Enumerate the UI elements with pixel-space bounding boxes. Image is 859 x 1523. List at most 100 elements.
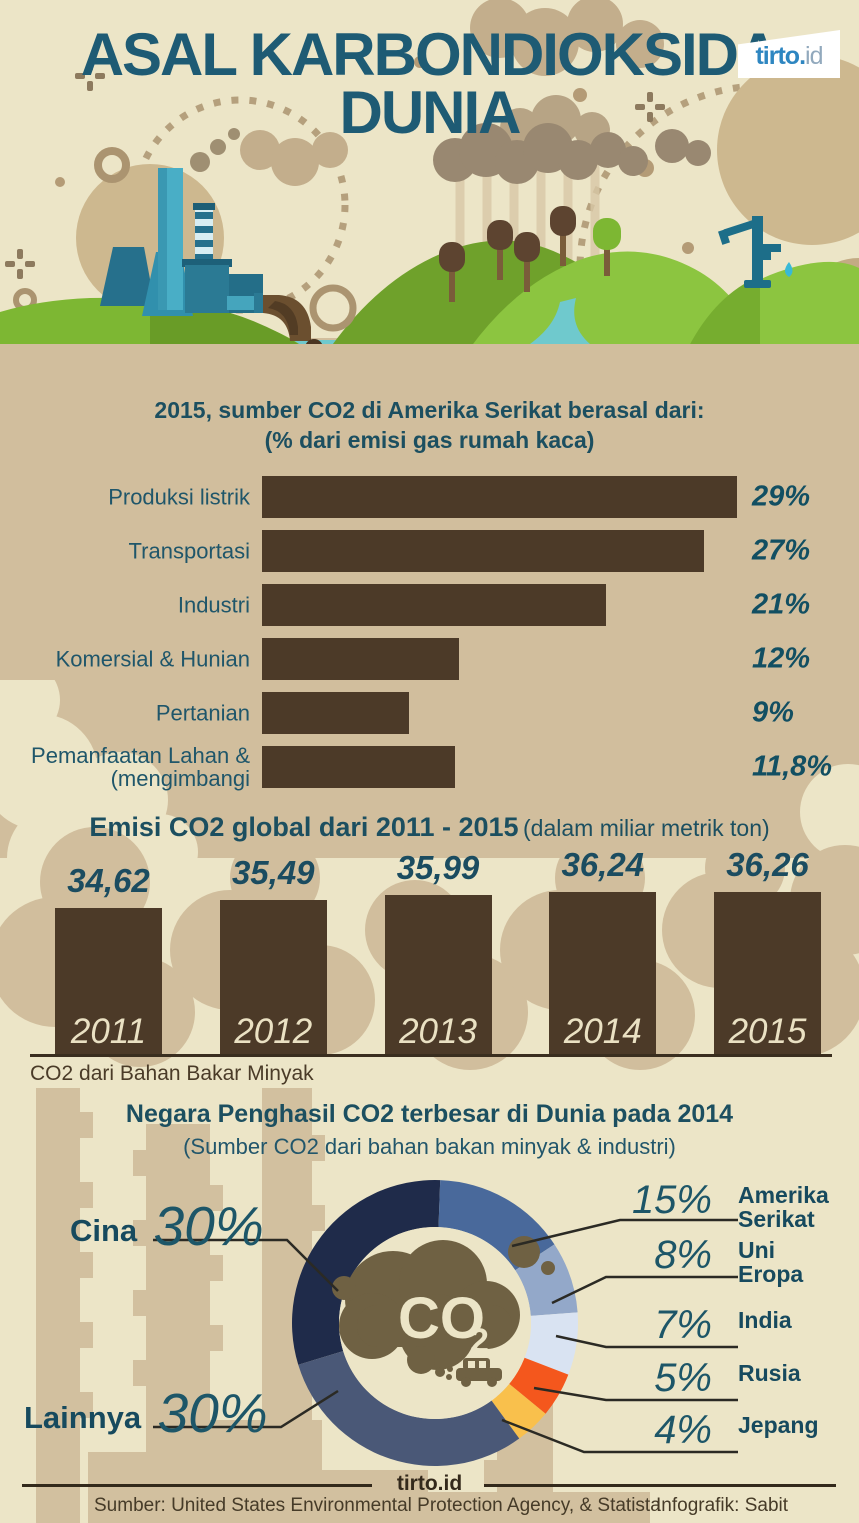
column-bar: 2015 [714,892,821,1055]
bar-value-label: 29% [752,480,811,513]
footer-brand: tirto.id [396,1472,463,1495]
donut-label-india: 7% India [592,1303,791,1348]
donut-label-rusia: 5% Rusia [592,1356,801,1401]
footer-rule-right [484,1484,836,1487]
bar-row: Pemanfaatan Lahan & (mengimbangi 11,8% [0,740,859,794]
donut-chart-subtitle: (Sumber CO2 dari bahan bakan minyak & in… [183,1134,676,1159]
segment-name: Amerika Serikat [738,1182,829,1233]
bar [262,637,459,680]
bar-value-label: 11,8% [752,750,833,783]
footer-rule-left [22,1484,372,1487]
global-chart-title: Emisi CO2 global dari 2011 - 2015 (dalam… [0,812,859,843]
donut-label-amerika-serikat: 15% Amerika Serikat [592,1178,829,1231]
segment-pct: 30% [153,1195,264,1257]
segment-name: Cina [70,1213,138,1248]
column: 36,24 2014 [549,846,657,1055]
bar-row: Pertanian 9% [0,686,859,740]
column: 35,49 2012 [219,854,327,1055]
column-value-label: 36,24 [561,846,645,883]
bar-value-label: 21% [752,588,811,621]
striped-chimney [193,203,215,270]
us-chart-title-line2: (% dari emisi gas rumah kaca) [264,426,595,453]
global-chart-title-bold: Emisi CO2 global dari 2011 - 2015 [89,812,519,842]
donut-segment-rusia [509,1357,569,1414]
global-bar-columns: 34,62 2011 35,49 2012 35,99 2013 36,24 2014 36,2… [55,846,821,1055]
segment-pct: 15% [631,1178,712,1222]
donut-label-lainnya: Lainnya 30% [24,1377,268,1444]
donut-center-sub: 2 [470,1322,489,1360]
column-bar: 2014 [549,892,657,1055]
bar-label: Industri [177,592,250,618]
donut-label-cina: Cina 30% [70,1190,264,1257]
donut-chart-title: Negara Penghasil CO2 terbesar di Dunia p… [125,1100,734,1128]
bar [262,691,409,734]
us-chart-title: 2015, sumber CO2 di Amerika Serikat bera… [0,396,859,456]
column-bar: 2011 [55,908,162,1055]
rain-clouds [433,95,711,320]
segment-name: Rusia [738,1360,801,1386]
us-co2-sources-chart: 2015, sumber CO2 di Amerika Serikat bera… [0,396,859,794]
segment-name: Jepang [738,1412,819,1438]
column-value-label: 35,99 [396,849,480,886]
car-icon [441,1358,502,1387]
donut-segments [291,1180,578,1466]
segment-name: Lainnya [24,1400,142,1435]
bar-row: Transportasi 27% [0,524,859,578]
donut-segment-cina [291,1180,441,1365]
column-year-label: 2013 [399,1012,477,1051]
global-chart-caption: CO2 dari Bahan Bakar Minyak [30,1062,314,1085]
donut-chart: CO 2 [153,1180,738,1466]
segment-pct: 30% [157,1382,268,1444]
x-axis-line [30,1054,832,1057]
column-year-label: 2014 [563,1012,642,1051]
column-year-label: 2012 [234,1012,313,1051]
bar-row: Komersial & Hunian 12% [0,632,859,686]
page-title: ASAL KARBONDIOKSIDA DUNIA [0,21,859,146]
leader-lines [153,1218,738,1454]
bar-label: Produksi listrik [108,484,250,510]
column-year-label: 2011 [70,1012,147,1051]
segment-pct: 5% [654,1356,712,1400]
segment-pct: 7% [654,1303,712,1347]
footer-source: Sumber: United States Environmental Prot… [94,1495,661,1516]
segment-pct: 8% [654,1233,712,1277]
co2-cloud-icon [332,1236,555,1377]
global-chart-title-note: (dalam miliar metrik ton) [523,815,770,841]
column-bar: 2013 [384,895,492,1055]
column-value-label: 36,26 [726,846,809,883]
page-title-line1: ASAL KARBONDIOKSIDA [80,21,781,88]
segment-name: Uni Eropa [738,1237,804,1288]
bar-label: Pemanfaatan Lahan & (mengimbangi [31,742,250,791]
bar-row: Produksi listrik 29% [0,470,859,524]
column-year-label: 2015 [728,1012,807,1051]
water-pump-icon [718,216,793,288]
bar [262,583,606,626]
bar-row: Industri 21% [0,578,859,632]
bar-label: Transportasi [128,538,250,564]
column: 36,26 2015 [714,846,821,1055]
logo-primary: tirto. [755,42,806,70]
trees [439,206,621,302]
column: 35,99 2013 [384,849,492,1055]
bar-value-label: 12% [752,642,811,675]
smoke-cloud [240,0,664,186]
us-bar-rows: Produksi listrik 29% Transportasi 27% Indust… [0,470,859,794]
us-chart-title-line1: 2015, sumber CO2 di Amerika Serikat bera… [154,397,705,423]
donut-label-uni-eropa: 8% Uni Eropa [592,1233,803,1286]
column-value-label: 35,49 [231,854,315,891]
bar [262,529,704,572]
donut-segment-india [524,1312,578,1375]
donut-label-jepang: 4% Jepang [592,1408,819,1453]
bar-value-label: 9% [752,696,794,729]
footer-credit: Infografik: Sabit [656,1495,789,1516]
donut-center-label: CO [398,1286,485,1351]
column-bar: 2012 [219,900,327,1055]
donut-segment-jepang [491,1383,546,1439]
bar-value-label: 27% [752,534,811,567]
chimney-silhouettes [36,1088,650,1523]
column: 34,62 2011 [55,862,162,1055]
page-title-line2: DUNIA [339,78,522,146]
bar-label: Komersial & Hunian [55,646,250,672]
column-value-label: 34,62 [67,862,150,899]
